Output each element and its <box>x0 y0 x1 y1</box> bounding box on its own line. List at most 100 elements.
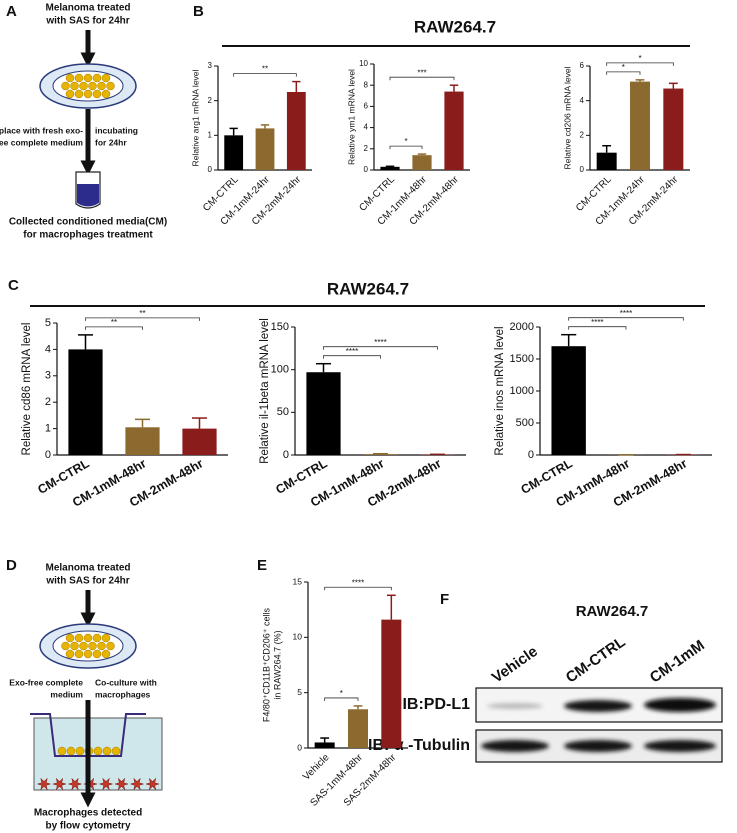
y-tick-label: 15 <box>293 576 303 586</box>
cell <box>88 641 97 651</box>
y-tick-label: 2 <box>364 144 369 153</box>
bar <box>314 742 335 748</box>
cell <box>83 633 93 643</box>
bar <box>125 427 160 455</box>
panel-label: C <box>8 277 19 294</box>
significance-label: **** <box>346 347 358 356</box>
significance-bracket <box>606 62 674 66</box>
significance-label: **** <box>591 318 603 327</box>
band <box>644 698 716 712</box>
cell <box>101 89 111 99</box>
cell <box>65 89 75 99</box>
blot-title: RAW264.7 <box>576 603 649 620</box>
significance-label: **** <box>352 578 364 587</box>
macrophage <box>114 777 129 791</box>
significance-bracket <box>323 355 381 359</box>
cell <box>79 641 88 651</box>
cell <box>65 633 75 643</box>
y-tick-label: 1 <box>45 423 51 435</box>
significance-label: ** <box>139 309 145 318</box>
bar <box>348 709 368 748</box>
cell <box>93 746 103 756</box>
y-tick-label: 150 <box>271 321 289 333</box>
y-tick-label: 6 <box>580 61 585 70</box>
cell <box>74 633 84 643</box>
y-tick-label: 3 <box>45 370 51 382</box>
y-tick-label: 1500 <box>510 353 534 365</box>
band <box>481 740 549 752</box>
cell <box>101 649 111 659</box>
step-text: Melanoma treated <box>45 3 130 14</box>
cell <box>106 81 115 91</box>
cell <box>74 73 84 83</box>
cell <box>65 73 75 83</box>
bar <box>551 346 586 455</box>
bar <box>663 88 684 170</box>
significance-label: *** <box>417 68 426 77</box>
step-text: free complete medium <box>0 137 83 147</box>
cells <box>61 73 115 99</box>
significance-bracket <box>568 326 627 330</box>
section-title: RAW264.7 <box>327 279 409 298</box>
bar <box>412 155 432 170</box>
cell <box>65 649 75 659</box>
tube-medium <box>77 184 99 207</box>
bar <box>255 128 275 170</box>
step-text: Exo-free complete <box>9 677 83 687</box>
y-tick-label: 10 <box>293 632 303 642</box>
cell <box>61 81 70 91</box>
panel-label: F <box>440 591 449 608</box>
cell <box>74 89 84 99</box>
y-axis-title: Relative arg1 mRNA level <box>190 69 200 166</box>
y-tick-label: 8 <box>364 80 369 89</box>
cell <box>106 641 115 651</box>
band <box>564 700 632 712</box>
significance-bracket <box>85 326 143 330</box>
y-tick-label: 10 <box>359 59 368 68</box>
cell <box>75 746 85 756</box>
y-axis-title: in RAW264.7 (%) <box>272 630 282 699</box>
cell <box>92 633 102 643</box>
significance-label: ** <box>262 65 268 74</box>
significance-bracket <box>389 145 423 150</box>
cell <box>83 89 93 99</box>
significance-bracket <box>568 317 684 321</box>
significance-bracket <box>389 76 455 81</box>
y-tick-label: 100 <box>271 364 289 376</box>
y-tick-label: 0 <box>528 449 534 461</box>
significance-bracket <box>233 73 297 77</box>
macrophage <box>98 777 114 791</box>
cell <box>92 649 102 659</box>
y-tick-label: 4 <box>580 96 585 105</box>
y-tick-label: 0 <box>45 449 51 461</box>
bar <box>182 428 217 455</box>
y-tick-label: 1000 <box>510 385 534 397</box>
y-tick-label: 0 <box>283 449 289 461</box>
cell <box>74 649 84 659</box>
diagram-d: Melanoma treated with SAS for 24hr Exo-f… <box>9 563 163 832</box>
y-tick-label: 1 <box>208 130 213 139</box>
macrophage <box>129 777 145 791</box>
cell <box>70 81 79 91</box>
step-text: Melanoma treated <box>45 563 130 574</box>
bar <box>306 372 341 455</box>
section-title: RAW264.7 <box>414 17 496 36</box>
cell <box>83 649 93 659</box>
cell <box>79 81 88 91</box>
cell <box>97 81 106 91</box>
step-text: for macrophages treatment <box>23 230 153 241</box>
cell <box>88 81 97 91</box>
y-tick-label: 3 <box>208 61 213 70</box>
y-tick-label: 5 <box>297 687 302 697</box>
y-tick-label: 2000 <box>510 321 534 333</box>
significance-bracket <box>606 71 641 75</box>
cell <box>61 641 70 651</box>
y-axis-title: Relative il-1beta mRNA level <box>259 318 271 464</box>
y-tick-label: 500 <box>516 417 534 429</box>
macrophage <box>36 777 52 791</box>
significance-label: **** <box>620 309 632 318</box>
panel-label: B <box>193 3 204 20</box>
lane-label: CM-1mM <box>647 637 708 687</box>
bar <box>363 454 398 455</box>
